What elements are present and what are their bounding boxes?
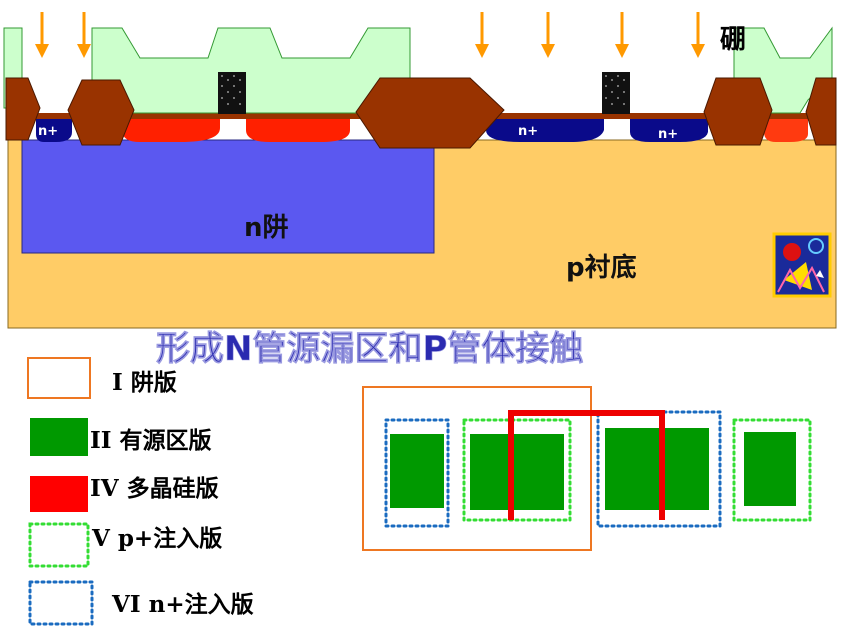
- layout-poly-gate: [508, 410, 665, 520]
- legend-item-poly-mask: IV 多晶硅版: [30, 475, 219, 512]
- n-plus-label-3: n+: [658, 127, 678, 142]
- party-clipart-icon: [772, 232, 832, 298]
- p-plus-region-3: [764, 119, 808, 142]
- n-plus-region-1: [36, 119, 72, 142]
- legend-item-well-mask: I 阱版: [27, 357, 177, 399]
- substrate-label: p衬底: [566, 252, 637, 283]
- implant-mask-main: [91, 27, 421, 114]
- legend-swatch-red-fill: [30, 476, 88, 512]
- legend-swatch-green-fill: [30, 418, 88, 456]
- n-plus-label-1: n+: [38, 124, 58, 139]
- cross-section: 硼 n+ n+ n+ n阱 p衬底: [3, 12, 837, 329]
- layout-nplus-outline-1: [384, 418, 450, 528]
- legend-label-well-mask: I 阱版: [112, 369, 177, 396]
- legend-item-nplus-mask: VI n+注入版: [28, 580, 254, 626]
- implant-arrows: [35, 12, 705, 58]
- legend-label-poly-mask: IV 多晶硅版: [90, 475, 219, 502]
- field-oxide-5: [805, 77, 837, 146]
- poly-gate-2: [602, 72, 630, 114]
- legend: I 阱版 II 有源区版 IV 多晶硅版 V p+注入版 VI n+注入版: [27, 357, 254, 626]
- field-oxide-4: [703, 77, 773, 146]
- legend-swatch-green-dotted: [28, 522, 90, 568]
- n-well-label: n阱: [244, 213, 289, 243]
- n-well: [21, 139, 435, 254]
- n-plus-region-2: [486, 119, 604, 142]
- legend-swatch-blue-dotted: [28, 580, 94, 626]
- n-plus-region-3: [630, 119, 708, 142]
- layout-active-2: [470, 434, 564, 510]
- field-oxide-2: [67, 79, 135, 146]
- layout-active-3: [605, 428, 709, 510]
- layout-view: [362, 386, 812, 551]
- layout-pplus-outline-2: [732, 418, 812, 522]
- p-plus-region-2: [246, 119, 350, 142]
- layout-pplus-outline-1: [462, 418, 572, 522]
- slide-title: 形成N管源漏区和P管体接触: [156, 329, 583, 369]
- legend-item-active-mask: II 有源区版: [30, 418, 212, 456]
- legend-swatch-orange-outline: [27, 357, 91, 399]
- layout-active-1: [390, 434, 444, 508]
- n-plus-label-2: n+: [518, 124, 538, 139]
- legend-label-nplus-mask: VI n+注入版: [111, 591, 254, 618]
- field-oxide-3: [355, 77, 505, 149]
- poly-gate-texture: [221, 75, 625, 105]
- legend-label-pplus-mask: V p+注入版: [91, 525, 222, 552]
- field-oxide-1: [5, 77, 41, 141]
- legend-label-active-mask: II 有源区版: [90, 427, 212, 454]
- poly-gate-1: [218, 72, 246, 114]
- boron-label: 硼: [720, 25, 746, 55]
- p-plus-region-1: [122, 119, 220, 142]
- legend-item-pplus-mask: V p+注入版: [28, 522, 222, 568]
- layout-active-4: [744, 432, 796, 506]
- layout-well-outline: [362, 386, 592, 551]
